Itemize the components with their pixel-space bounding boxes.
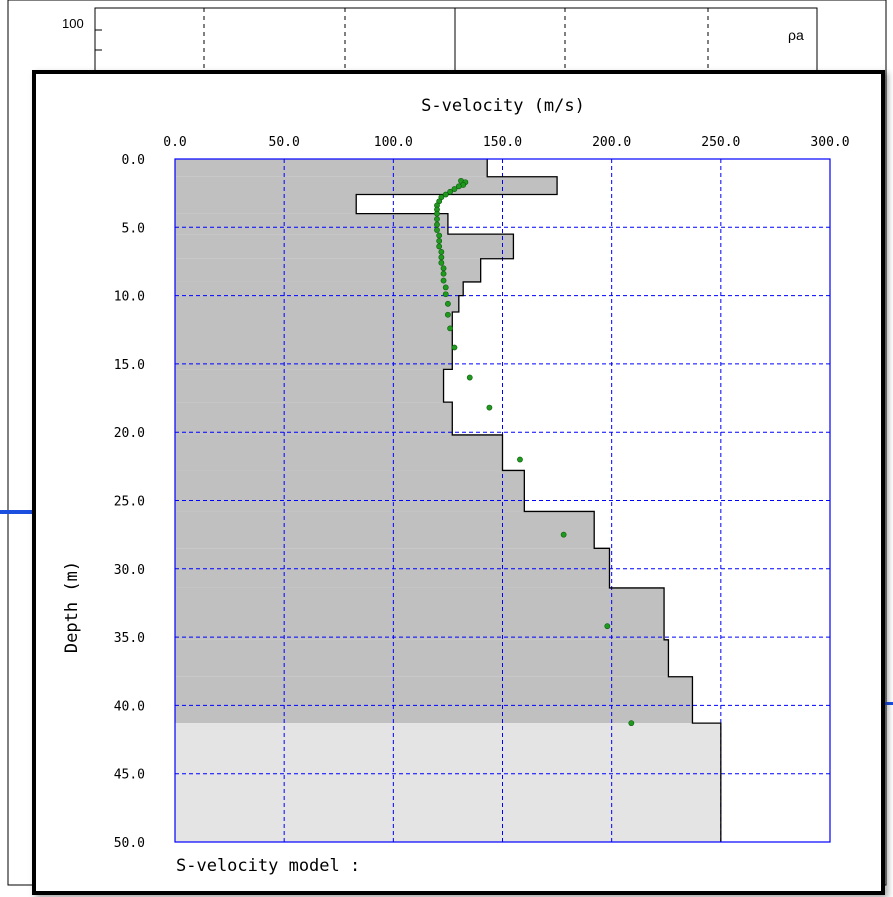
model-layer-11 xyxy=(175,402,453,435)
plot-frame xyxy=(174,158,831,843)
data-point-17 xyxy=(436,238,443,244)
s-velocity-chart: S-velocity (m/s) Depth (m) S-velocity mo… xyxy=(62,96,850,876)
data-point-25 xyxy=(442,284,449,291)
data-point-21 xyxy=(438,259,445,266)
data-point-35 xyxy=(604,623,611,630)
model-layer-1 xyxy=(175,159,488,177)
data-point-14 xyxy=(434,221,440,228)
y-tick-label-25.0: 25.0 xyxy=(114,495,145,510)
model-layer-6 xyxy=(175,258,481,282)
data-point-16 xyxy=(436,232,443,239)
x-tick-label-250.0: 250.0 xyxy=(701,135,740,150)
model-layer-19 xyxy=(175,723,721,842)
data-point-18 xyxy=(436,243,443,250)
data-point-29 xyxy=(447,325,453,332)
x-tick-label-200.0: 200.0 xyxy=(592,135,631,150)
y-tick-label-20.0: 20.0 xyxy=(114,426,145,441)
model-layer-5 xyxy=(175,234,514,259)
y-tick-label-50.0: 50.0 xyxy=(114,836,145,851)
model-layer-17 xyxy=(175,639,669,677)
model-profile-line xyxy=(355,159,722,842)
data-point-19 xyxy=(438,248,445,255)
data-point-20 xyxy=(438,254,445,261)
data-point-32 xyxy=(486,404,493,411)
data-point-6 xyxy=(447,188,453,195)
data-point-23 xyxy=(440,270,447,277)
plot-area xyxy=(174,158,831,843)
model-layer-7 xyxy=(175,281,464,296)
model-layer-18 xyxy=(175,676,693,724)
data-point-33 xyxy=(517,456,523,463)
background-blue-marker-right xyxy=(885,702,893,705)
data-point-12 xyxy=(434,210,440,217)
data-point-15 xyxy=(434,227,440,233)
model-footer-label: S-velocity model : xyxy=(176,856,360,876)
y-tick-label-45.0: 45.0 xyxy=(114,768,145,783)
y-axis-label: Depth (m) xyxy=(62,561,82,653)
x-tick-label-300.0: 300.0 xyxy=(810,135,849,150)
x-tick-label-100.0: 100.0 xyxy=(374,135,413,150)
model-layer-9 xyxy=(175,311,453,370)
data-point-30 xyxy=(451,344,458,351)
data-point-31 xyxy=(466,374,473,381)
chart-title: S-velocity (m/s) xyxy=(421,96,585,116)
background-inner-frame xyxy=(94,7,818,79)
y-tick-labels: 0.0 5.0 10.0 15.0 20.0 25.0 30.0 35.0 40.0 45.0 50… xyxy=(114,153,145,851)
model-layer-16 xyxy=(175,587,665,640)
data-point-4 xyxy=(455,183,462,190)
data-point-13 xyxy=(434,216,440,223)
data-point-26 xyxy=(442,291,449,298)
model-layer-2 xyxy=(175,176,558,195)
y-tick-label-40.0: 40.0 xyxy=(114,699,145,714)
model-layer-4 xyxy=(175,213,448,235)
y-tick-label-30.0: 30.0 xyxy=(114,563,145,578)
y-tick-label-10.0: 10.0 xyxy=(114,290,145,305)
y-tick-label-5.0: 5.0 xyxy=(122,221,145,236)
background-blue-marker-left xyxy=(0,510,34,514)
data-point-34 xyxy=(560,531,567,538)
x-tick-label-0.0: 0.0 xyxy=(163,135,186,150)
y-tick-label-15.0: 15.0 xyxy=(114,358,145,373)
data-point-5 xyxy=(451,186,458,192)
model-layer-12 xyxy=(175,434,503,471)
x-tick-label-50.0: 50.0 xyxy=(269,135,300,150)
y-tick-label-0.0: 0.0 xyxy=(122,153,145,168)
model-layer-14 xyxy=(175,511,595,549)
background-rho-label: ρa xyxy=(788,27,804,43)
x-tick-label-150.0: 150.0 xyxy=(483,135,522,150)
data-point-7 xyxy=(442,191,449,198)
data-point-28 xyxy=(445,311,451,318)
model-layer-15 xyxy=(175,548,610,588)
data-point-36 xyxy=(628,720,635,727)
s-velocity-chart-window[interactable]: S-velocity (m/s) Depth (m) S-velocity mo… xyxy=(32,70,885,895)
x-tick-labels: 0.0 50.0 100.0 150.0 200.0 250.0 300.0 xyxy=(163,135,849,150)
data-point-22 xyxy=(440,265,447,272)
data-point-24 xyxy=(440,277,447,284)
background-tick-label: 100 xyxy=(62,16,84,31)
data-point-27 xyxy=(445,300,451,307)
y-tick-label-35.0: 35.0 xyxy=(114,631,145,646)
model-layer-13 xyxy=(175,470,525,512)
model-layer-10 xyxy=(175,369,444,403)
model-layer-8 xyxy=(175,295,459,312)
model-layer-3 xyxy=(175,194,357,214)
